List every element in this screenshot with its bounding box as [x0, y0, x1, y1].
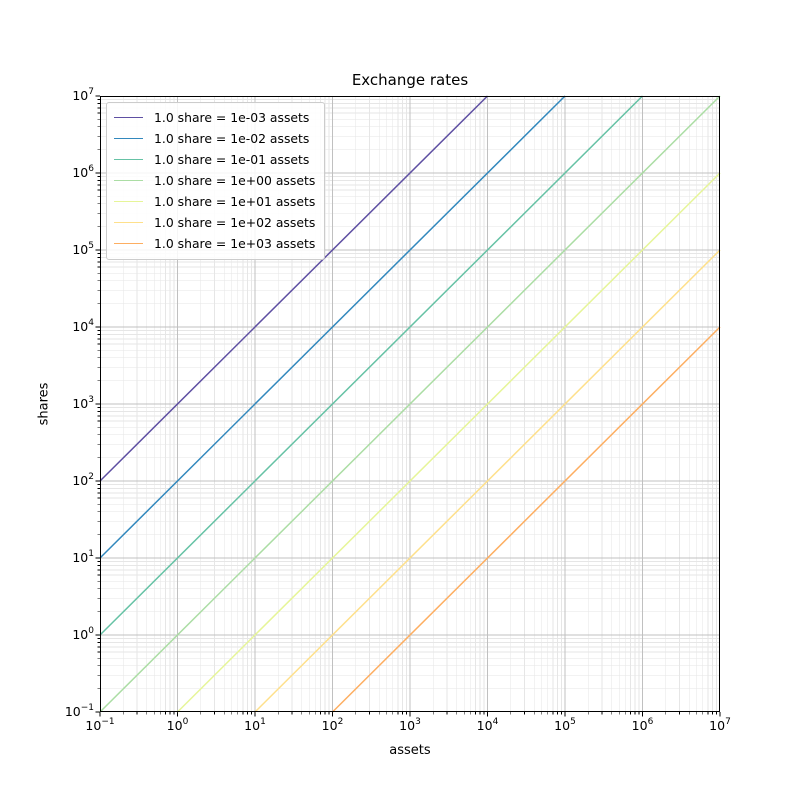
series-line-4	[176, 172, 721, 713]
series-line-0	[99, 95, 489, 482]
series-line-2	[99, 95, 644, 636]
legend-label: 1.0 share = 1e+03 assets	[154, 236, 316, 251]
series-line-1	[99, 95, 566, 559]
legend-label: 1.0 share = 1e-03 assets	[154, 110, 310, 125]
legend-line-swatch	[114, 222, 143, 223]
legend-line-swatch	[114, 201, 143, 202]
legend-item: 1.0 share = 1e-03 assets	[114, 107, 315, 128]
legend-line-swatch	[114, 180, 143, 181]
legend-item: 1.0 share = 1e-01 assets	[114, 149, 315, 170]
legend-line-swatch	[114, 117, 143, 118]
legend-label: 1.0 share = 1e-01 assets	[154, 152, 310, 167]
legend-item: 1.0 share = 1e+01 assets	[114, 191, 315, 212]
legend-label: 1.0 share = 1e+01 assets	[154, 194, 316, 209]
legend-label: 1.0 share = 1e+00 assets	[154, 173, 316, 188]
x-axis-label: assets	[389, 743, 431, 758]
series-line-6	[331, 326, 721, 713]
series-line-5	[254, 249, 721, 713]
plot-frame	[100, 96, 720, 712]
series-line-3	[99, 95, 721, 713]
legend-item: 1.0 share = 1e+00 assets	[114, 170, 315, 191]
legend: 1.0 share = 1e-03 assets 1.0 share = 1e-0…	[106, 102, 326, 260]
legend-line-swatch	[114, 159, 143, 160]
legend-item: 1.0 share = 1e+03 assets	[114, 233, 315, 254]
chart-title: Exchange rates	[351, 71, 469, 89]
y-axis-label: shares	[36, 382, 52, 426]
legend-label: 1.0 share = 1e-02 assets	[154, 131, 310, 146]
legend-item: 1.0 share = 1e+02 assets	[114, 212, 315, 233]
legend-item: 1.0 share = 1e-02 assets	[114, 128, 315, 149]
legend-line-swatch	[114, 138, 143, 139]
legend-label: 1.0 share = 1e+02 assets	[154, 215, 316, 230]
legend-line-swatch	[114, 243, 143, 244]
